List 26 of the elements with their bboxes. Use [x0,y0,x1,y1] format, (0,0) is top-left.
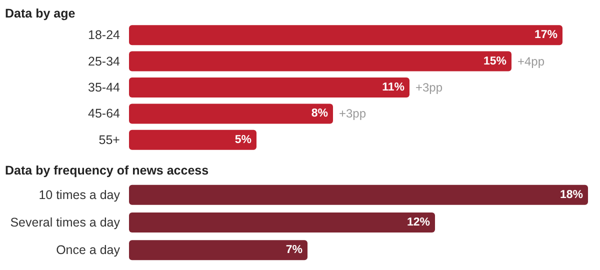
annotation: +3pp [416,80,443,94]
y-tick-label: 25-34 [88,54,120,68]
annotation: +4pp [518,54,545,68]
y-tick-label: 45-64 [88,106,120,121]
y-tick-label: 55+ [98,132,120,147]
bar [129,51,512,72]
bar [129,78,410,98]
bar [129,25,562,46]
chart-title: Data by frequency of news access [5,164,209,178]
data-label: 15% [483,55,506,68]
chart-title: Data by age [5,6,76,20]
y-tick-label: Once a day [56,243,121,258]
y-tick-label: 18-24 [88,28,120,42]
data-label: 12% [406,216,430,228]
data-label: 5% [234,134,252,146]
bar [129,130,256,150]
y-tick-label: 10 times a day [38,188,121,202]
data-label: 8% [311,108,328,120]
y-tick-label: 35-44 [88,80,120,94]
data-label: 18% [560,188,583,201]
y-tick-label: Several times a day [10,216,121,230]
annotation: +3pp [339,106,366,121]
bar [129,104,333,124]
data-label: 7% [286,244,302,256]
data-label: 17% [534,29,558,42]
data-label: 11% [382,82,404,94]
